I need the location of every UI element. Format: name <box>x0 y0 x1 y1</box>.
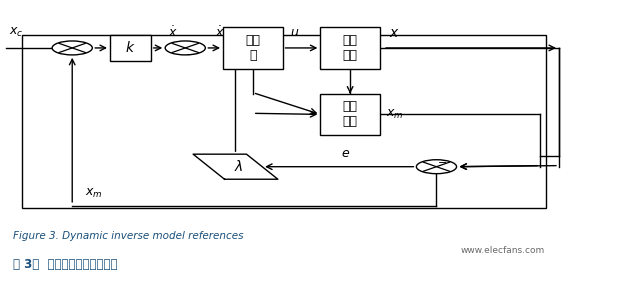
Text: $\dot{x}$: $\dot{x}$ <box>168 25 178 40</box>
Circle shape <box>416 160 457 174</box>
Text: 图 3．  模型参考动态逆结构图: 图 3． 模型参考动态逆结构图 <box>13 258 117 271</box>
Text: $u$: $u$ <box>290 26 300 39</box>
Text: $e$: $e$ <box>341 147 350 160</box>
Text: $x_c$: $x_c$ <box>9 26 24 39</box>
Bar <box>223 27 283 69</box>
Text: $x$: $x$ <box>389 26 400 40</box>
Text: Figure 3. Dynamic inverse model references: Figure 3. Dynamic inverse model referenc… <box>13 231 243 241</box>
Circle shape <box>165 41 205 55</box>
Text: $x_m$: $x_m$ <box>386 108 404 121</box>
Text: $\lambda$: $\lambda$ <box>234 159 243 174</box>
Circle shape <box>52 41 92 55</box>
Bar <box>22 35 546 208</box>
Text: $\dot{x}$: $\dot{x}$ <box>215 25 225 40</box>
Text: 实际
系统: 实际 系统 <box>343 34 357 62</box>
Polygon shape <box>193 154 278 179</box>
Bar <box>110 35 151 61</box>
Bar <box>320 94 380 135</box>
Text: $x_m$: $x_m$ <box>85 187 102 200</box>
Bar <box>320 27 380 69</box>
Text: $-$: $-$ <box>185 48 195 58</box>
Text: $-$: $-$ <box>438 156 448 166</box>
Text: $k$: $k$ <box>125 40 136 55</box>
Text: 动态
逆: 动态 逆 <box>246 34 260 62</box>
Text: 参考
模型: 参考 模型 <box>343 100 357 128</box>
Text: www.elecfans.com: www.elecfans.com <box>460 246 544 255</box>
